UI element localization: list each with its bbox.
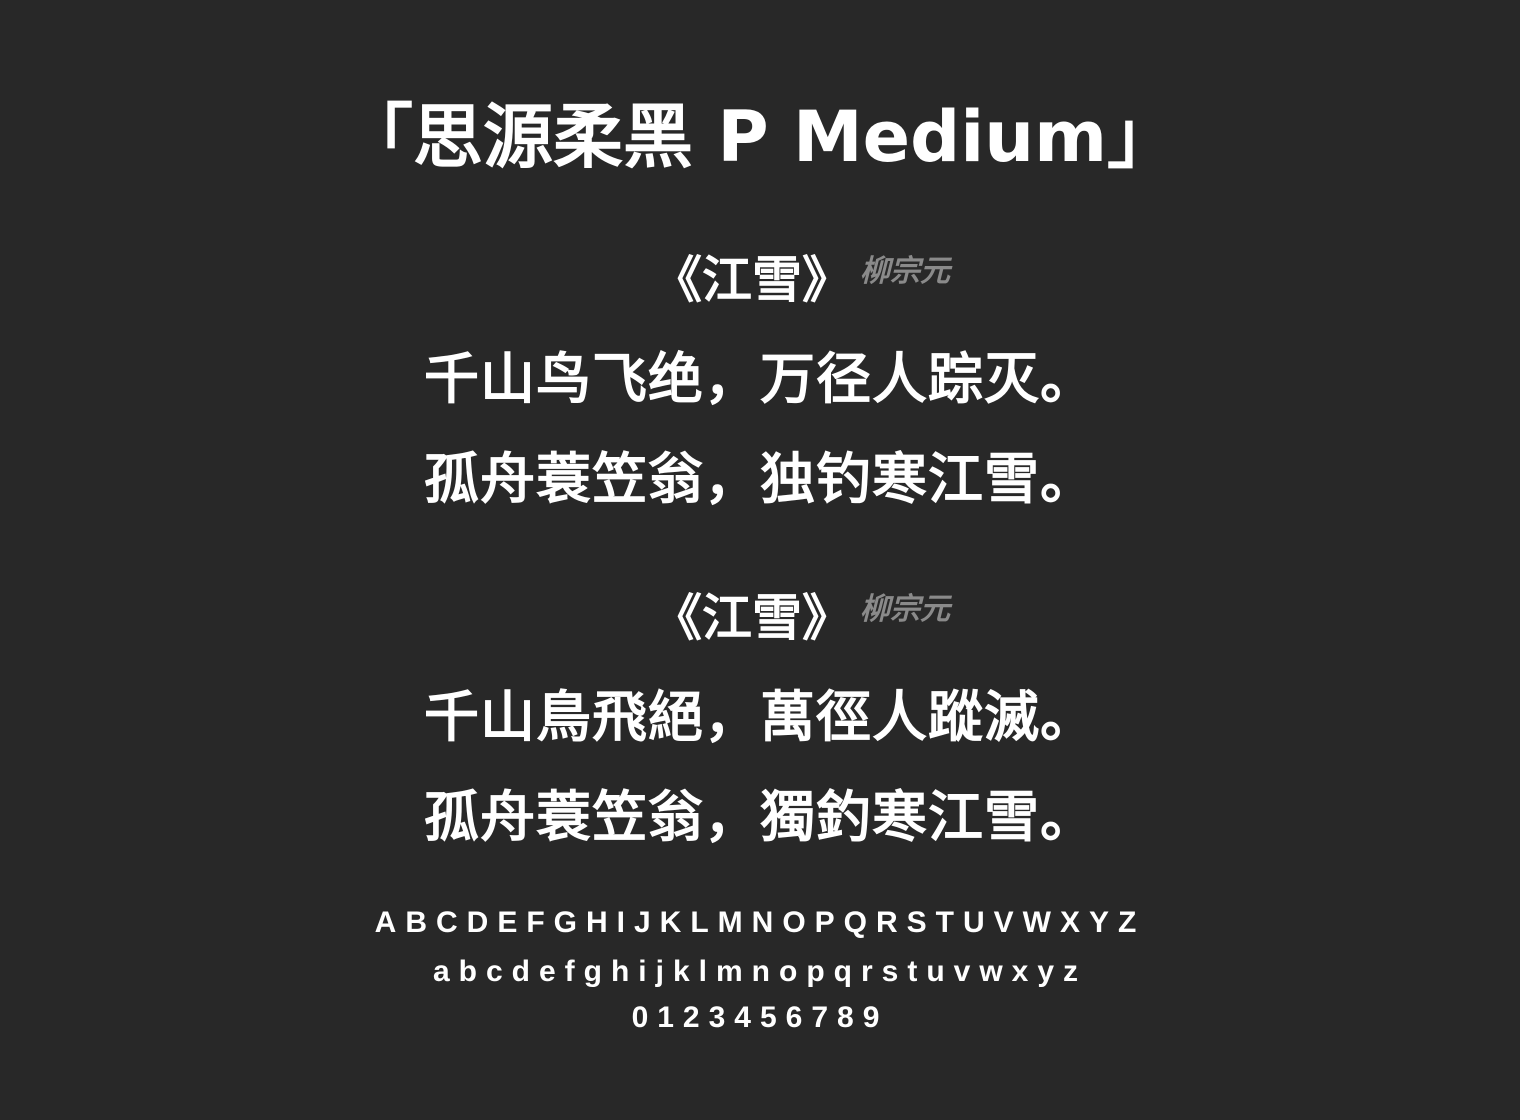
poem-author: 柳宗元 [860, 592, 950, 627]
poem-heading: 《江雪》 柳宗元 [0, 244, 1520, 316]
uppercase-alphabet: ABCDEFGHIJKLMNOPQRSTUVWXYZ [374, 906, 1146, 939]
poem-title: 《江雪》 [652, 251, 852, 309]
lowercase-alphabet: abcdefghijklmnopqrstuvwxyz [432, 955, 1088, 988]
digit-glyphs: 0123456789 [631, 1001, 889, 1034]
poem-author: 柳宗元 [860, 254, 950, 289]
poem-line: 千山鸟飞绝，万径人踪灭。 [423, 347, 1096, 411]
poem-line: 孤舟蓑笠翁，獨釣寒江雪。 [423, 785, 1096, 849]
font-name-title: 「思源柔黑 P Medium」 [342, 96, 1178, 178]
poem-simplified: 《江雪》 柳宗元 千山鸟飞绝，万径人踪灭。 孤舟蓑笠翁，独钓寒江雪。 [0, 244, 1520, 512]
poem-title: 《江雪》 [652, 589, 852, 647]
poem-line: 孤舟蓑笠翁，独钓寒江雪。 [423, 447, 1096, 511]
poem-line: 千山鳥飛絕，萬徑人蹤滅。 [423, 685, 1096, 749]
poem-traditional: 《江雪》 柳宗元 千山鳥飛絕，萬徑人蹤滅。 孤舟蓑笠翁，獨釣寒江雪。 [0, 582, 1520, 850]
poem-heading: 《江雪》 柳宗元 [0, 582, 1520, 654]
